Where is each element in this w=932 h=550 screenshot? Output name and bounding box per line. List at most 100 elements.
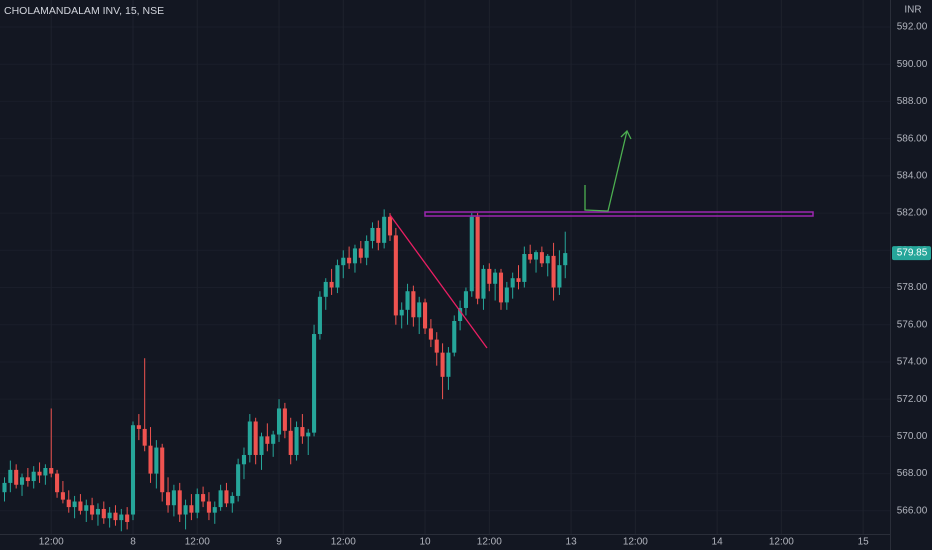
candle-body [504,287,509,303]
candle-body [195,494,200,513]
candle-body [113,512,118,521]
candle-body [265,436,270,444]
candle-body [551,255,556,288]
y-tick-label: 576.00 [897,319,928,330]
candle-body [78,501,83,511]
candle-body [183,505,188,515]
candle-body [364,240,369,258]
chart-title: CHOLAMANDALAM INV, 15, NSE [4,5,164,17]
candle-body [300,427,305,437]
y-tick-label: 574.00 [897,357,928,368]
candle-body [136,425,141,429]
grid [50,0,864,535]
x-tick-label: 12:00 [477,537,502,548]
y-tick-label: 570.00 [897,431,928,442]
candle-body [154,447,159,474]
y-tick-label: 588.00 [897,96,928,107]
candle-body [393,235,398,316]
candle-body [370,227,375,241]
x-tick-label: 12:00 [185,537,210,548]
candle-body [49,468,54,474]
x-tick-label: 12:00 [331,537,356,548]
x-tick-label: 8 [130,537,136,548]
x-tick-label: 15 [858,537,870,548]
candle-body [142,428,147,446]
candle-body [458,307,463,321]
candle-body [312,334,317,433]
candle-body [25,477,30,482]
candle-body [510,278,515,288]
candle-body [382,216,387,243]
candle-body [557,265,562,288]
x-tick-label: 9 [276,537,282,548]
candle-body [417,302,422,318]
y-tick-label: 566.00 [897,505,928,516]
candle-body [119,514,124,521]
candle-body [201,494,206,502]
y-tick-label: 582.00 [897,208,928,219]
candle-body [276,408,282,435]
candle-body [19,477,25,485]
candle-body [323,281,328,297]
currency-label: INR [904,5,921,16]
candle-body [463,291,468,308]
candle-body [358,248,363,258]
trend-line [389,214,488,349]
candle-body [522,254,527,282]
candle-body [160,447,165,493]
candle-body [539,252,544,264]
candle-body [60,492,65,500]
candle-body [475,216,480,299]
candle-body [335,265,340,288]
candle-body [469,216,474,292]
candle-body [347,257,352,264]
candle-body [189,505,194,513]
candle-body [177,490,182,515]
x-tick-label: 12:00 [623,537,648,548]
candle-body [405,291,410,310]
candle-body [14,469,19,485]
candle-body [101,508,106,519]
candle-body [95,508,100,515]
candle-body [31,471,36,482]
candle-body [107,512,112,519]
candles [2,209,568,532]
candle-body [218,490,223,508]
last-price-box [892,246,931,261]
candle-body [125,514,130,522]
candle-body [171,490,176,506]
arrow-head [620,129,632,140]
candle-body [317,296,322,335]
candle-body [352,248,358,264]
candle-body [516,278,521,282]
projection-arrow [584,130,628,212]
y-tick-label: 584.00 [897,170,928,181]
candle-body [66,499,71,508]
candle-body [2,482,7,493]
candle-body [148,445,153,474]
candle-body [411,291,416,318]
candle-body [493,272,498,284]
candle-body [399,309,404,316]
candle-body [130,425,136,515]
candle-body [341,257,346,266]
x-tick-label: 12:00 [39,537,64,548]
x-tick-label: 10 [419,537,431,548]
candle-body [259,436,264,455]
last-price-label: 579.85 [897,248,928,259]
y-tick-label: 586.00 [897,133,928,144]
candle-body [306,432,311,437]
candle-body [498,272,504,303]
candle-body [241,454,247,465]
candle-body [247,421,252,455]
candle-body [440,352,445,377]
x-tick-label: 13 [566,537,578,548]
candle-body [288,430,293,455]
candle-body [282,408,287,431]
candle-body [533,252,539,260]
candle-body [329,281,334,288]
candle-body [72,501,77,508]
candle-body [8,469,13,483]
candle-body [206,501,211,513]
candle-body [545,255,550,264]
